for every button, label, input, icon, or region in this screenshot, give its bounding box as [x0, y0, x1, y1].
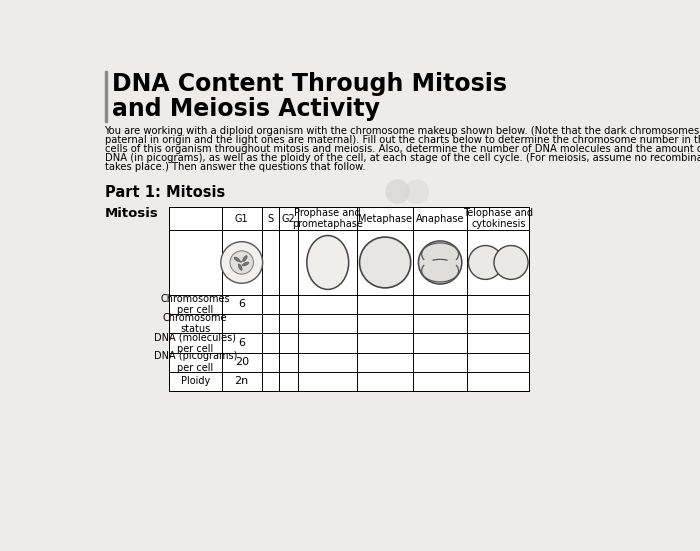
Text: paternal in origin and the light ones are maternal). Fill out the charts below t: paternal in origin and the light ones ar… — [104, 135, 700, 145]
Text: Prophase and
prometaphase: Prophase and prometaphase — [293, 208, 363, 229]
Circle shape — [240, 261, 242, 263]
Text: 6: 6 — [238, 338, 245, 348]
Text: DNA (in picograms), as well as the ploidy of the cell, at each stage of the cell: DNA (in picograms), as well as the ploid… — [104, 153, 700, 163]
Circle shape — [494, 246, 528, 279]
Ellipse shape — [421, 243, 458, 266]
Text: Metaphase: Metaphase — [358, 214, 412, 224]
Text: Telophase and
cytokinesis: Telophase and cytokinesis — [463, 208, 533, 229]
Text: 2n: 2n — [234, 376, 249, 386]
Ellipse shape — [421, 260, 458, 282]
Text: G1: G1 — [235, 214, 248, 224]
Bar — [104, 71, 107, 122]
Ellipse shape — [242, 262, 248, 266]
Text: G2: G2 — [281, 214, 295, 224]
Text: Mitosis: Mitosis — [104, 207, 158, 220]
Circle shape — [405, 179, 429, 204]
Text: S: S — [267, 214, 274, 224]
Ellipse shape — [307, 235, 349, 289]
Text: DNA (molecules)
per cell: DNA (molecules) per cell — [154, 332, 236, 354]
Ellipse shape — [234, 257, 240, 262]
Text: Anaphase: Anaphase — [416, 214, 464, 224]
Text: Chromosome
status: Chromosome status — [163, 313, 228, 334]
Text: Chromosomes
per cell: Chromosomes per cell — [160, 294, 230, 315]
Text: You are working with a diploid organism with the chromosome makeup shown below. : You are working with a diploid organism … — [104, 126, 700, 136]
Circle shape — [468, 246, 503, 279]
Text: Ploidy: Ploidy — [181, 376, 210, 386]
Bar — [169, 207, 529, 391]
Text: takes place.) Then answer the questions that follow.: takes place.) Then answer the questions … — [104, 161, 365, 171]
Text: DNA (picograms)
per cell: DNA (picograms) per cell — [153, 352, 237, 373]
Circle shape — [419, 241, 462, 284]
Ellipse shape — [423, 259, 433, 266]
Text: and Meiosis Activity: and Meiosis Activity — [112, 97, 380, 121]
Circle shape — [220, 242, 262, 283]
Text: cells of this organism throughout mitosis and meiosis. Also, determine the numbe: cells of this organism throughout mitosi… — [104, 144, 700, 154]
Ellipse shape — [447, 259, 458, 266]
Text: 6: 6 — [238, 299, 245, 310]
Circle shape — [230, 251, 253, 274]
Text: Part 1: Mitosis: Part 1: Mitosis — [104, 186, 225, 201]
Text: 20: 20 — [234, 357, 248, 367]
Ellipse shape — [242, 256, 247, 262]
Text: DNA Content Through Mitosis: DNA Content Through Mitosis — [112, 72, 507, 96]
Circle shape — [385, 179, 410, 204]
Ellipse shape — [238, 264, 242, 271]
Circle shape — [360, 237, 411, 288]
